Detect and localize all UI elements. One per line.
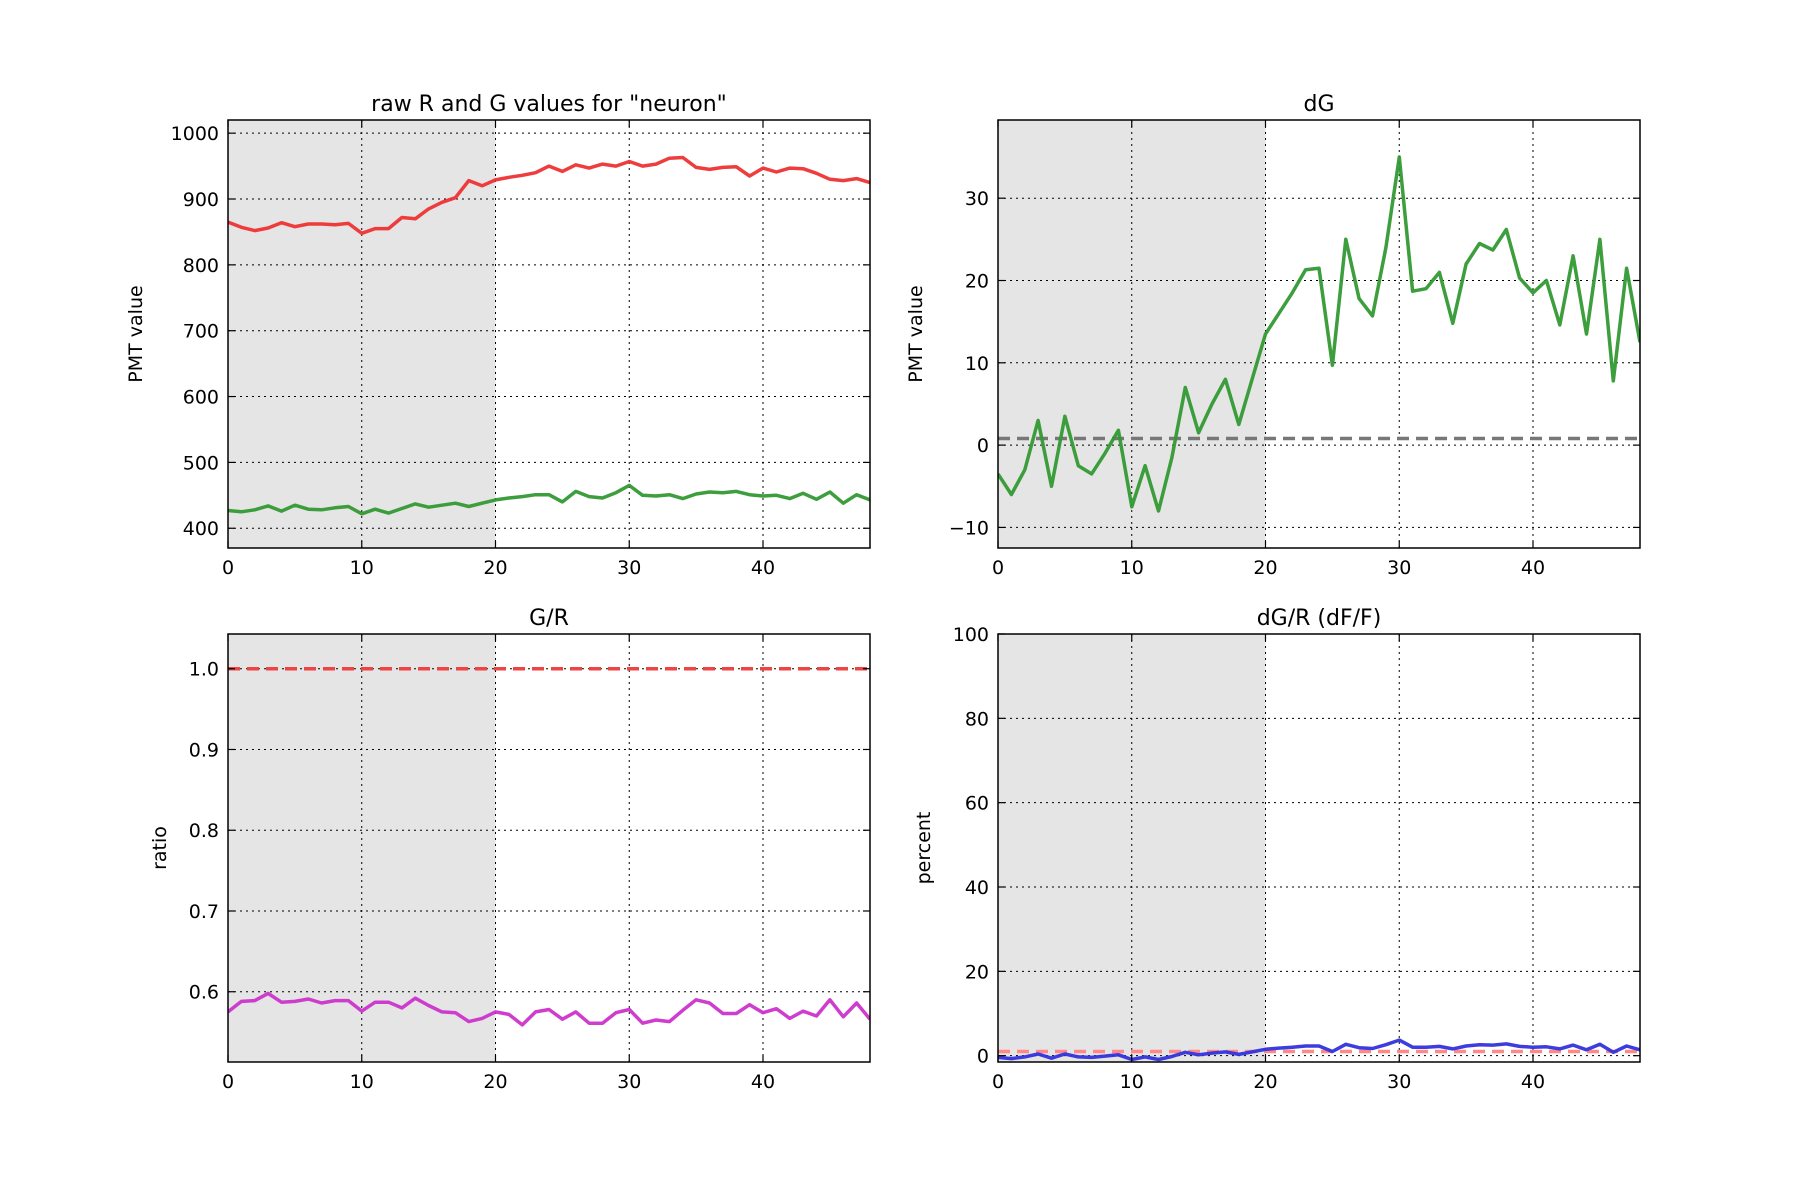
x-tick-label: 30 — [1387, 1071, 1411, 1093]
axes-frame — [997, 119, 1641, 549]
series-line-1 — [998, 1038, 1640, 1062]
y-tick-label: 80 — [965, 708, 989, 730]
axes-frame — [997, 633, 1641, 1063]
x-tick-label: 0 — [992, 1071, 1004, 1093]
y-tick-label: −10 — [949, 517, 989, 539]
baseline-shaded-region — [228, 634, 496, 1062]
y-tick-label: 0 — [977, 1046, 989, 1068]
subplot-title: G/R — [529, 606, 569, 631]
baseline-shaded-region — [998, 120, 1266, 548]
y-tick-label: 500 — [183, 452, 219, 474]
y-tick-label: 0.7 — [189, 901, 219, 923]
y-tick-label: 900 — [183, 189, 219, 211]
x-tick-label: 10 — [350, 1071, 374, 1093]
y-axis-label: PMT value — [125, 285, 147, 382]
y-tick-label: 400 — [183, 518, 219, 540]
y-tick-label: 800 — [183, 255, 219, 277]
y-tick-label: 1.0 — [189, 659, 219, 681]
x-tick-label: 0 — [222, 557, 234, 579]
y-tick-label: 1000 — [171, 123, 219, 145]
y-tick-label: 100 — [953, 624, 989, 646]
x-tick-label: 10 — [350, 557, 374, 579]
y-tick-label: 20 — [965, 271, 989, 293]
y-axis-label: percent — [913, 812, 935, 885]
x-tick-label: 20 — [483, 1071, 507, 1093]
series-line-2 — [228, 483, 870, 516]
x-tick-label: 10 — [1120, 1071, 1144, 1093]
axes-frame — [227, 119, 871, 549]
x-tick-label: 20 — [483, 557, 507, 579]
y-tick-label: 0.8 — [189, 820, 219, 842]
x-tick-label: 10 — [1120, 557, 1144, 579]
x-tick-label: 0 — [222, 1071, 234, 1093]
series-line-1 — [228, 155, 870, 236]
x-tick-label: 40 — [1521, 557, 1545, 579]
x-tick-label: 0 — [992, 557, 1004, 579]
series-line-1 — [998, 155, 1640, 513]
subplot-4: 0 10 20 30 40 0 20 40 60 80 100 dG/R (dF/F) percent — [913, 606, 1641, 1093]
x-tick-label: 20 — [1253, 557, 1277, 579]
y-axis-label: ratio — [149, 826, 171, 870]
y-tick-label: 40 — [965, 877, 989, 899]
x-tick-label: 30 — [1387, 557, 1411, 579]
series-line-1 — [228, 991, 870, 1027]
x-tick-label: 30 — [617, 557, 641, 579]
y-tick-label: 60 — [965, 793, 989, 815]
baseline-shaded-region — [998, 634, 1266, 1062]
subplot-3: 0 10 20 30 40 0.6 0.7 0.8 0.9 1.0 G/R ratio — [149, 606, 871, 1093]
baseline-shaded-region — [228, 120, 496, 548]
y-tick-label: 0.6 — [189, 982, 219, 1004]
x-tick-label: 40 — [751, 1071, 775, 1093]
y-tick-label: 30 — [965, 188, 989, 210]
subplot-1: 0 10 20 30 40 400 500 600 700 800 900 1000 raw R and… — [125, 92, 871, 579]
x-tick-label: 20 — [1253, 1071, 1277, 1093]
y-axis-label: PMT value — [905, 285, 927, 382]
y-tick-label: 10 — [965, 353, 989, 375]
y-tick-label: 700 — [183, 321, 219, 343]
y-tick-label: 0.9 — [189, 739, 219, 761]
subplot-title: dG/R (dF/F) — [1257, 606, 1382, 631]
subplot-title: dG — [1303, 92, 1334, 117]
y-tick-label: 0 — [977, 435, 989, 457]
axes-frame — [227, 633, 871, 1063]
x-tick-label: 40 — [1521, 1071, 1545, 1093]
y-tick-label: 600 — [183, 387, 219, 409]
x-tick-label: 40 — [751, 557, 775, 579]
y-tick-label: 20 — [965, 961, 989, 983]
subplot-title: raw R and G values for "neuron" — [371, 92, 727, 117]
x-tick-label: 30 — [617, 1071, 641, 1093]
